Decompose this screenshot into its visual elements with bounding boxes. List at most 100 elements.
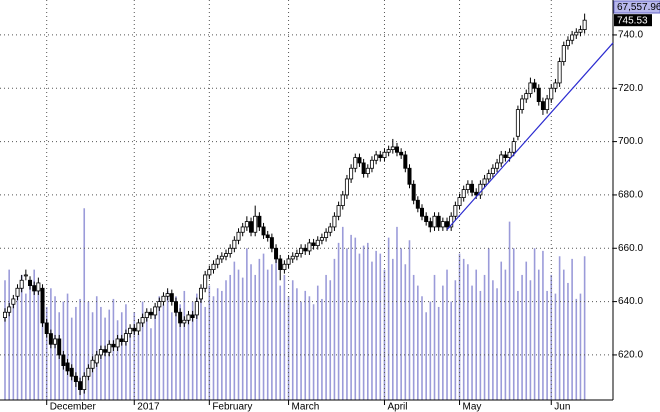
x-tick-label: Jun [554,402,570,412]
candle-body [23,274,28,277]
candle-body [545,98,550,111]
candle-body [311,242,316,247]
x-tick-label: 2017 [137,402,160,412]
candle-body [257,215,262,228]
candle-body [424,215,429,222]
candle-body [53,338,58,345]
candle-body [428,221,433,228]
candle-body [44,322,49,334]
candle-body [128,327,133,334]
candle-body [365,167,370,174]
y-tick-label: 680.0 [618,190,643,201]
candle-body [165,293,170,297]
candle-body [198,287,203,300]
candle-body [536,87,541,103]
candle-body [436,215,441,228]
candle-body [303,247,308,252]
candle-body [507,151,512,158]
candle-body [119,338,124,342]
candle-body [440,221,445,228]
candle-body [123,333,128,343]
candle-body [3,311,8,318]
candle-body [474,191,479,196]
y-tick-label: 700.0 [618,136,643,147]
x-tick-label: March [292,402,320,412]
candle-body [98,349,103,356]
candle-body [211,263,216,270]
candle-body [582,19,587,30]
candle-body [132,327,137,332]
candle-body [449,215,454,228]
candle-body [511,141,516,153]
candle-body [7,306,12,313]
candle-body [228,247,233,254]
candle-body [390,146,395,151]
candle-body [57,338,62,356]
candle-body [515,109,520,137]
candle-body [353,157,358,169]
candle-body [324,231,329,238]
candle-body [419,207,424,217]
candle-body [103,349,108,353]
y-tick-label: 660.0 [618,243,643,254]
candle-body [94,354,99,364]
candle-body [265,234,270,239]
candle-body [532,82,537,89]
candle-body [453,205,458,217]
candle-body [495,162,500,169]
candle-body [140,317,145,324]
candle-body [15,287,20,297]
candle-body [144,311,149,318]
candle-body [282,263,287,270]
candle-body [307,242,312,252]
candle-body [574,31,579,36]
candle-body [407,167,412,185]
candle-body [186,314,191,321]
candle-body [290,255,295,260]
candle-body [315,239,320,246]
candle-body [40,287,45,324]
candle-body [570,34,575,41]
candle-body [73,375,78,382]
candle-body [411,183,416,201]
candle-body [432,215,437,228]
candle-body [19,279,24,289]
candle-body [357,157,362,164]
candle-body [115,338,120,348]
candle-body [169,293,174,303]
candle-body [236,231,241,241]
candle-body [344,178,349,196]
candle-body [374,154,379,161]
candle-body [415,199,420,209]
candle-body [157,301,162,308]
candle-body [294,253,299,257]
candle-body [274,247,279,260]
candle-body [332,215,337,228]
y-tick-label: 740.0 [618,30,643,41]
candle-body [224,253,229,257]
price-label-box [614,14,652,27]
candle-body [328,226,333,233]
candle-body [253,215,258,233]
candle-body [482,178,487,185]
candle-body [461,189,466,199]
candle-body [36,282,41,292]
candle-body [65,362,70,372]
candle-body [361,162,366,175]
candle-body [136,322,141,332]
candle-body [190,314,195,318]
candle-body [240,226,245,233]
x-tick-label: February [212,402,252,412]
candle-body [82,375,87,390]
candle-body [382,151,387,158]
x-tick-label: April [387,402,407,412]
candle-body [194,301,199,316]
candle-body [319,237,324,241]
candle-body [78,381,83,391]
candle-body [394,146,399,153]
y-tick-label: 640.0 [618,296,643,307]
candle-body [278,258,283,270]
candle-body [490,167,495,174]
candle-body [286,258,291,265]
